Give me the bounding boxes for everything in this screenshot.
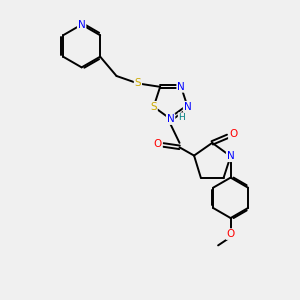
Text: N: N bbox=[184, 102, 191, 112]
Text: S: S bbox=[135, 78, 141, 88]
Text: S: S bbox=[150, 102, 157, 112]
Text: O: O bbox=[154, 140, 162, 149]
Text: H: H bbox=[178, 113, 185, 122]
Text: O: O bbox=[226, 229, 235, 239]
Text: N: N bbox=[78, 20, 86, 30]
Text: N: N bbox=[167, 114, 175, 124]
Text: N: N bbox=[177, 82, 185, 92]
Text: O: O bbox=[229, 129, 237, 139]
Text: N: N bbox=[227, 151, 235, 161]
